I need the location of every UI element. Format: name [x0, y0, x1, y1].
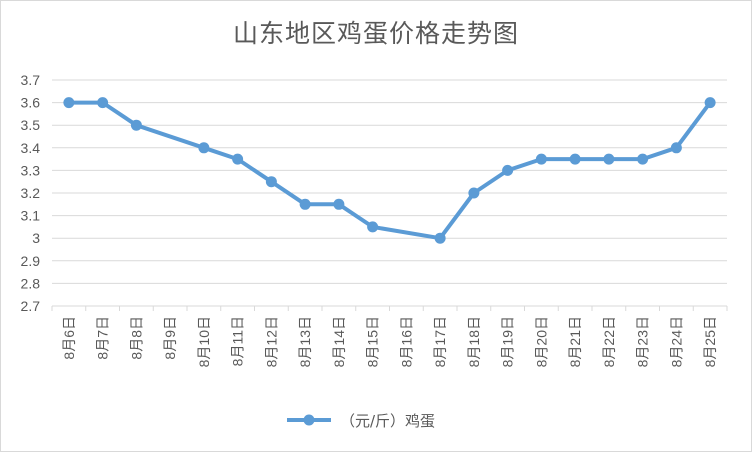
x-tick-label: 8月10日 [196, 316, 212, 367]
x-tick-label: 8月14日 [331, 316, 347, 367]
y-tick-label: 2.9 [21, 253, 41, 269]
data-point [637, 153, 649, 165]
x-tick-label: 8月21日 [567, 316, 583, 367]
data-point [97, 97, 109, 109]
x-axis-ticks: 8月6日 8月7日 8月8日 8月9日 8月10日 8月11日 8月12日 8月13日 8月14… [61, 316, 718, 367]
legend-marker-icon [303, 414, 315, 426]
y-tick-label: 3.3 [21, 162, 41, 178]
x-tick-label: 8月18日 [466, 316, 482, 367]
data-point [232, 153, 244, 165]
x-tick-label: 8月15日 [365, 316, 381, 367]
x-tick-label: 8月20日 [533, 316, 549, 367]
x-axis [51, 305, 728, 311]
y-tick-label: 2.7 [21, 298, 41, 314]
series-eggs [63, 97, 716, 244]
x-tick-label: 8月25日 [702, 316, 718, 367]
x-tick-label: 8月11日 [230, 316, 246, 366]
data-point [299, 198, 311, 210]
y-tick-label: 3.5 [21, 117, 41, 133]
data-point [670, 142, 682, 154]
y-tick-label: 3.4 [21, 140, 41, 156]
series-line [68, 100, 712, 241]
data-point [265, 176, 277, 188]
y-tick-label: 3.1 [21, 208, 41, 224]
data-point [468, 187, 480, 199]
x-tick-label: 8月24日 [668, 316, 684, 367]
chart-title: 山东地区鸡蛋价格走势图 [232, 19, 519, 48]
legend-label: （元/斤）鸡蛋 [340, 412, 435, 430]
data-point [569, 153, 581, 165]
y-tick-label: 3.6 [21, 95, 41, 111]
x-tick-label: 8月8日 [128, 316, 144, 360]
x-tick-label: 8月7日 [95, 316, 111, 360]
data-point [333, 198, 345, 210]
data-point [434, 232, 446, 244]
data-point [502, 164, 514, 176]
x-tick-label: 8月6日 [61, 316, 77, 360]
x-tick-label: 8月22日 [601, 316, 617, 367]
y-tick-label: 2.8 [21, 275, 41, 291]
y-tick-label: 3.7 [21, 72, 41, 88]
x-tick-label: 8月17日 [432, 316, 448, 367]
data-point [63, 97, 75, 109]
y-tick-label: 3.2 [21, 185, 41, 201]
x-tick-label: 8月13日 [297, 316, 313, 367]
data-point [704, 97, 716, 109]
x-tick-label: 8月16日 [398, 316, 414, 367]
y-axis-ticks: 2.7 2.8 2.9 3 3.1 3.2 3.3 3.4 3.5 3.6 3.7 [21, 72, 41, 314]
y-tick-label: 3 [32, 230, 40, 246]
legend: （元/斤）鸡蛋 [287, 412, 435, 430]
x-tick-label: 8月23日 [635, 316, 651, 367]
data-point [367, 221, 379, 233]
x-tick-label: 8月19日 [500, 316, 516, 367]
x-tick-label: 8月9日 [162, 316, 178, 360]
data-point [198, 142, 210, 154]
x-tick-label: 8月12日 [263, 316, 279, 367]
data-point [130, 119, 142, 131]
data-point [603, 153, 615, 165]
data-point [535, 153, 547, 165]
gridlines [52, 79, 727, 284]
